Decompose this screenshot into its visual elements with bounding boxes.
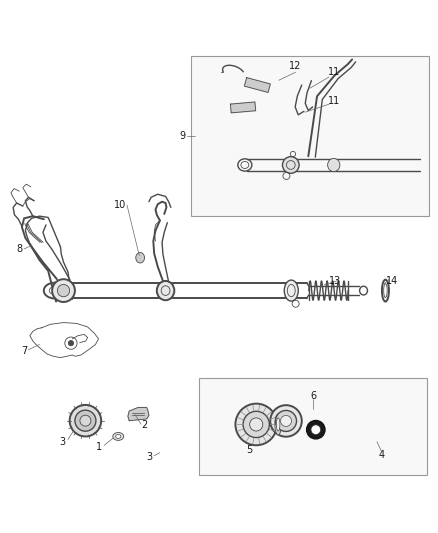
Ellipse shape: [276, 418, 280, 431]
Text: 8: 8: [17, 244, 23, 254]
Bar: [199, 378, 427, 474]
Ellipse shape: [136, 253, 145, 263]
Ellipse shape: [284, 280, 298, 301]
Ellipse shape: [270, 405, 302, 437]
Text: 12: 12: [290, 61, 302, 71]
Ellipse shape: [243, 411, 269, 438]
Text: 4: 4: [378, 450, 385, 461]
Text: 11: 11: [328, 96, 340, 106]
Polygon shape: [128, 408, 149, 421]
Ellipse shape: [157, 281, 174, 300]
Circle shape: [68, 341, 74, 346]
Ellipse shape: [52, 279, 75, 302]
Ellipse shape: [307, 421, 325, 439]
Text: 6: 6: [310, 391, 316, 400]
Ellipse shape: [250, 418, 263, 431]
Ellipse shape: [70, 405, 101, 437]
Text: 10: 10: [114, 200, 127, 210]
Ellipse shape: [80, 415, 91, 426]
Ellipse shape: [57, 285, 70, 297]
Ellipse shape: [276, 410, 297, 431]
Ellipse shape: [275, 414, 281, 435]
Text: 2: 2: [141, 420, 148, 430]
Text: 14: 14: [386, 276, 398, 286]
Text: 13: 13: [329, 276, 341, 286]
Text: 11: 11: [328, 67, 340, 77]
Ellipse shape: [280, 415, 292, 426]
Polygon shape: [244, 78, 270, 92]
Text: 7: 7: [21, 345, 27, 356]
Polygon shape: [230, 102, 256, 113]
Ellipse shape: [311, 425, 321, 434]
Ellipse shape: [75, 410, 96, 431]
Ellipse shape: [116, 434, 121, 439]
Text: 3: 3: [59, 437, 65, 447]
Text: 3: 3: [147, 452, 153, 462]
Ellipse shape: [328, 158, 340, 172]
Text: 5: 5: [246, 446, 253, 456]
Ellipse shape: [113, 432, 124, 440]
Text: 1: 1: [95, 442, 102, 452]
Ellipse shape: [235, 403, 277, 445]
Bar: [191, 56, 429, 216]
Ellipse shape: [283, 157, 299, 173]
Text: 9: 9: [180, 131, 186, 141]
